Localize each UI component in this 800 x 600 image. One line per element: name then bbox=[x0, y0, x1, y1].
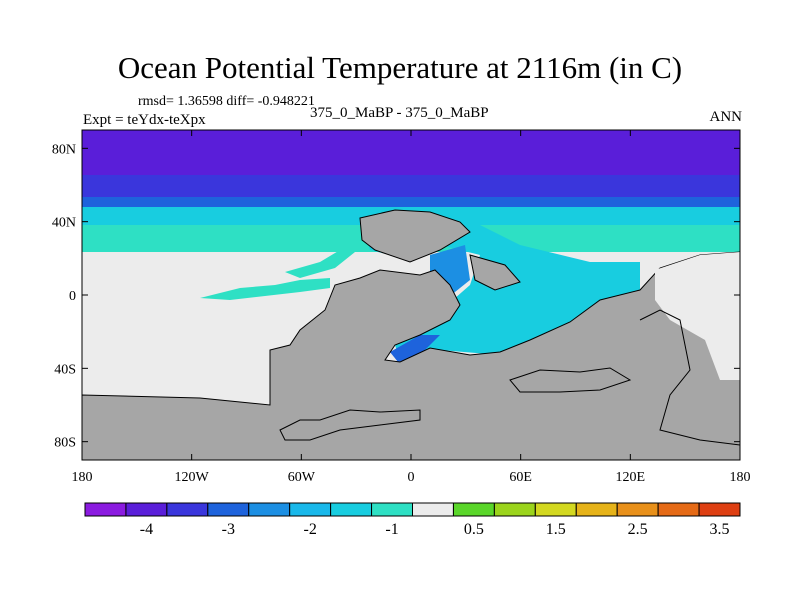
colorbar-swatch bbox=[330, 502, 373, 517]
land-mass-far-east bbox=[655, 252, 740, 380]
colorbar-swatch bbox=[698, 502, 741, 517]
y-tick-label: 0 bbox=[69, 289, 76, 304]
colorbar-label: -2 bbox=[303, 521, 316, 538]
land-contour-1 bbox=[279, 409, 421, 441]
colorbar-swatch bbox=[412, 502, 454, 517]
colorbar-swatch bbox=[493, 502, 536, 517]
experiment-label: Expt = teYdx-teXpx bbox=[83, 112, 206, 128]
land-mass-north bbox=[359, 209, 471, 263]
colorbar-label: -1 bbox=[385, 521, 398, 538]
land-contour-3 bbox=[639, 309, 740, 446]
x-tick-label: 120E bbox=[616, 470, 646, 485]
x-tick-label: 60E bbox=[509, 470, 532, 485]
band-arctic-1 bbox=[82, 130, 740, 175]
axis-ticks: 180 120W 60W 0 60E 120E 180 80N 40N 0 40S 80S bbox=[52, 130, 751, 485]
season-label: ANN bbox=[709, 109, 743, 125]
colorbar-swatch bbox=[248, 502, 291, 517]
x-tick-label: 60W bbox=[288, 470, 316, 485]
band-arctic-2 bbox=[82, 175, 740, 197]
colorbar-label: 2.5 bbox=[628, 521, 648, 538]
colorbar-swatch bbox=[657, 502, 700, 517]
plot-area bbox=[82, 130, 740, 460]
stats-label: rmsd= 1.36598 diff= -0.948221 bbox=[138, 94, 315, 109]
anomaly-finger-1 bbox=[200, 278, 330, 300]
colorbar-label: 1.5 bbox=[546, 521, 566, 538]
y-tick-label: 80N bbox=[52, 142, 76, 157]
colorbar-swatch bbox=[575, 502, 618, 517]
land-contour-2 bbox=[509, 367, 632, 393]
colorbar-swatch bbox=[207, 502, 250, 517]
colorbar: -4 -3 -2 -1 0.5 1.5 2.5 3.5 bbox=[84, 502, 741, 538]
colorbar-swatch bbox=[534, 502, 577, 517]
x-tick-label: 180 bbox=[730, 470, 751, 485]
anomaly-deep-blue bbox=[390, 335, 440, 362]
x-tick-label: 120W bbox=[175, 470, 210, 485]
band-mid-1 bbox=[82, 197, 740, 207]
colorbar-label: 0.5 bbox=[464, 521, 484, 538]
anomaly-finger-2 bbox=[285, 240, 355, 278]
land-mass-east bbox=[469, 254, 521, 291]
colorbar-swatch bbox=[125, 502, 168, 517]
colorbar-swatch bbox=[452, 502, 495, 517]
colorbar-label: 3.5 bbox=[710, 521, 730, 538]
colorbar-swatch bbox=[616, 502, 659, 517]
y-tick-label: 80S bbox=[54, 436, 76, 451]
colorbar-label: -3 bbox=[222, 521, 235, 538]
case-label: 375_0_MaBP - 375_0_MaBP bbox=[310, 105, 489, 121]
x-tick-label: 180 bbox=[72, 470, 93, 485]
y-tick-label: 40S bbox=[54, 362, 76, 377]
chart-title: Ocean Potential Temperature at 2116m (in… bbox=[117, 50, 683, 85]
colorbar-swatch bbox=[289, 502, 332, 517]
colorbar-swatch bbox=[166, 502, 209, 517]
colorbar-swatch bbox=[371, 502, 413, 517]
colorbar-label: -4 bbox=[140, 521, 153, 538]
y-tick-label: 40N bbox=[52, 216, 76, 231]
x-tick-label: 0 bbox=[408, 470, 415, 485]
colorbar-swatch bbox=[84, 502, 127, 517]
